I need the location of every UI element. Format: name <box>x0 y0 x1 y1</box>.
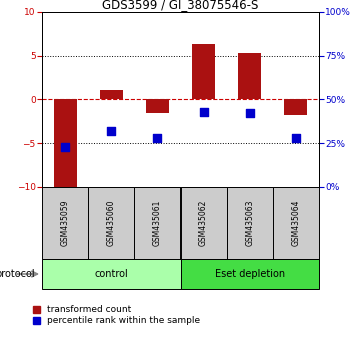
Bar <box>134 187 180 259</box>
Text: GSM435060: GSM435060 <box>107 200 116 246</box>
Text: protocol: protocol <box>0 269 35 279</box>
Legend: transformed count, percentile rank within the sample: transformed count, percentile rank withi… <box>32 304 201 326</box>
Bar <box>284 99 308 115</box>
Text: GSM435064: GSM435064 <box>291 200 300 246</box>
Point <box>293 135 299 141</box>
Bar <box>180 259 319 289</box>
Point <box>155 135 160 141</box>
Text: GSM435063: GSM435063 <box>245 200 254 246</box>
Bar <box>146 99 169 113</box>
Title: GDS3599 / GI_38075546-S: GDS3599 / GI_38075546-S <box>102 0 259 11</box>
Text: GSM435062: GSM435062 <box>199 200 208 246</box>
Text: GSM435059: GSM435059 <box>61 200 70 246</box>
Text: GSM435061: GSM435061 <box>153 200 162 246</box>
Bar <box>227 187 273 259</box>
Point <box>62 144 68 150</box>
Point <box>201 109 206 115</box>
Bar <box>192 44 215 99</box>
Point <box>247 111 253 116</box>
Point <box>108 128 114 134</box>
Bar <box>100 90 123 99</box>
Bar <box>238 53 261 99</box>
Bar <box>42 259 180 289</box>
Text: control: control <box>94 269 128 279</box>
Text: Eset depletion: Eset depletion <box>215 269 285 279</box>
Bar <box>88 187 134 259</box>
Bar <box>42 187 88 259</box>
Bar <box>180 187 227 259</box>
Bar <box>273 187 319 259</box>
Bar <box>53 99 77 189</box>
